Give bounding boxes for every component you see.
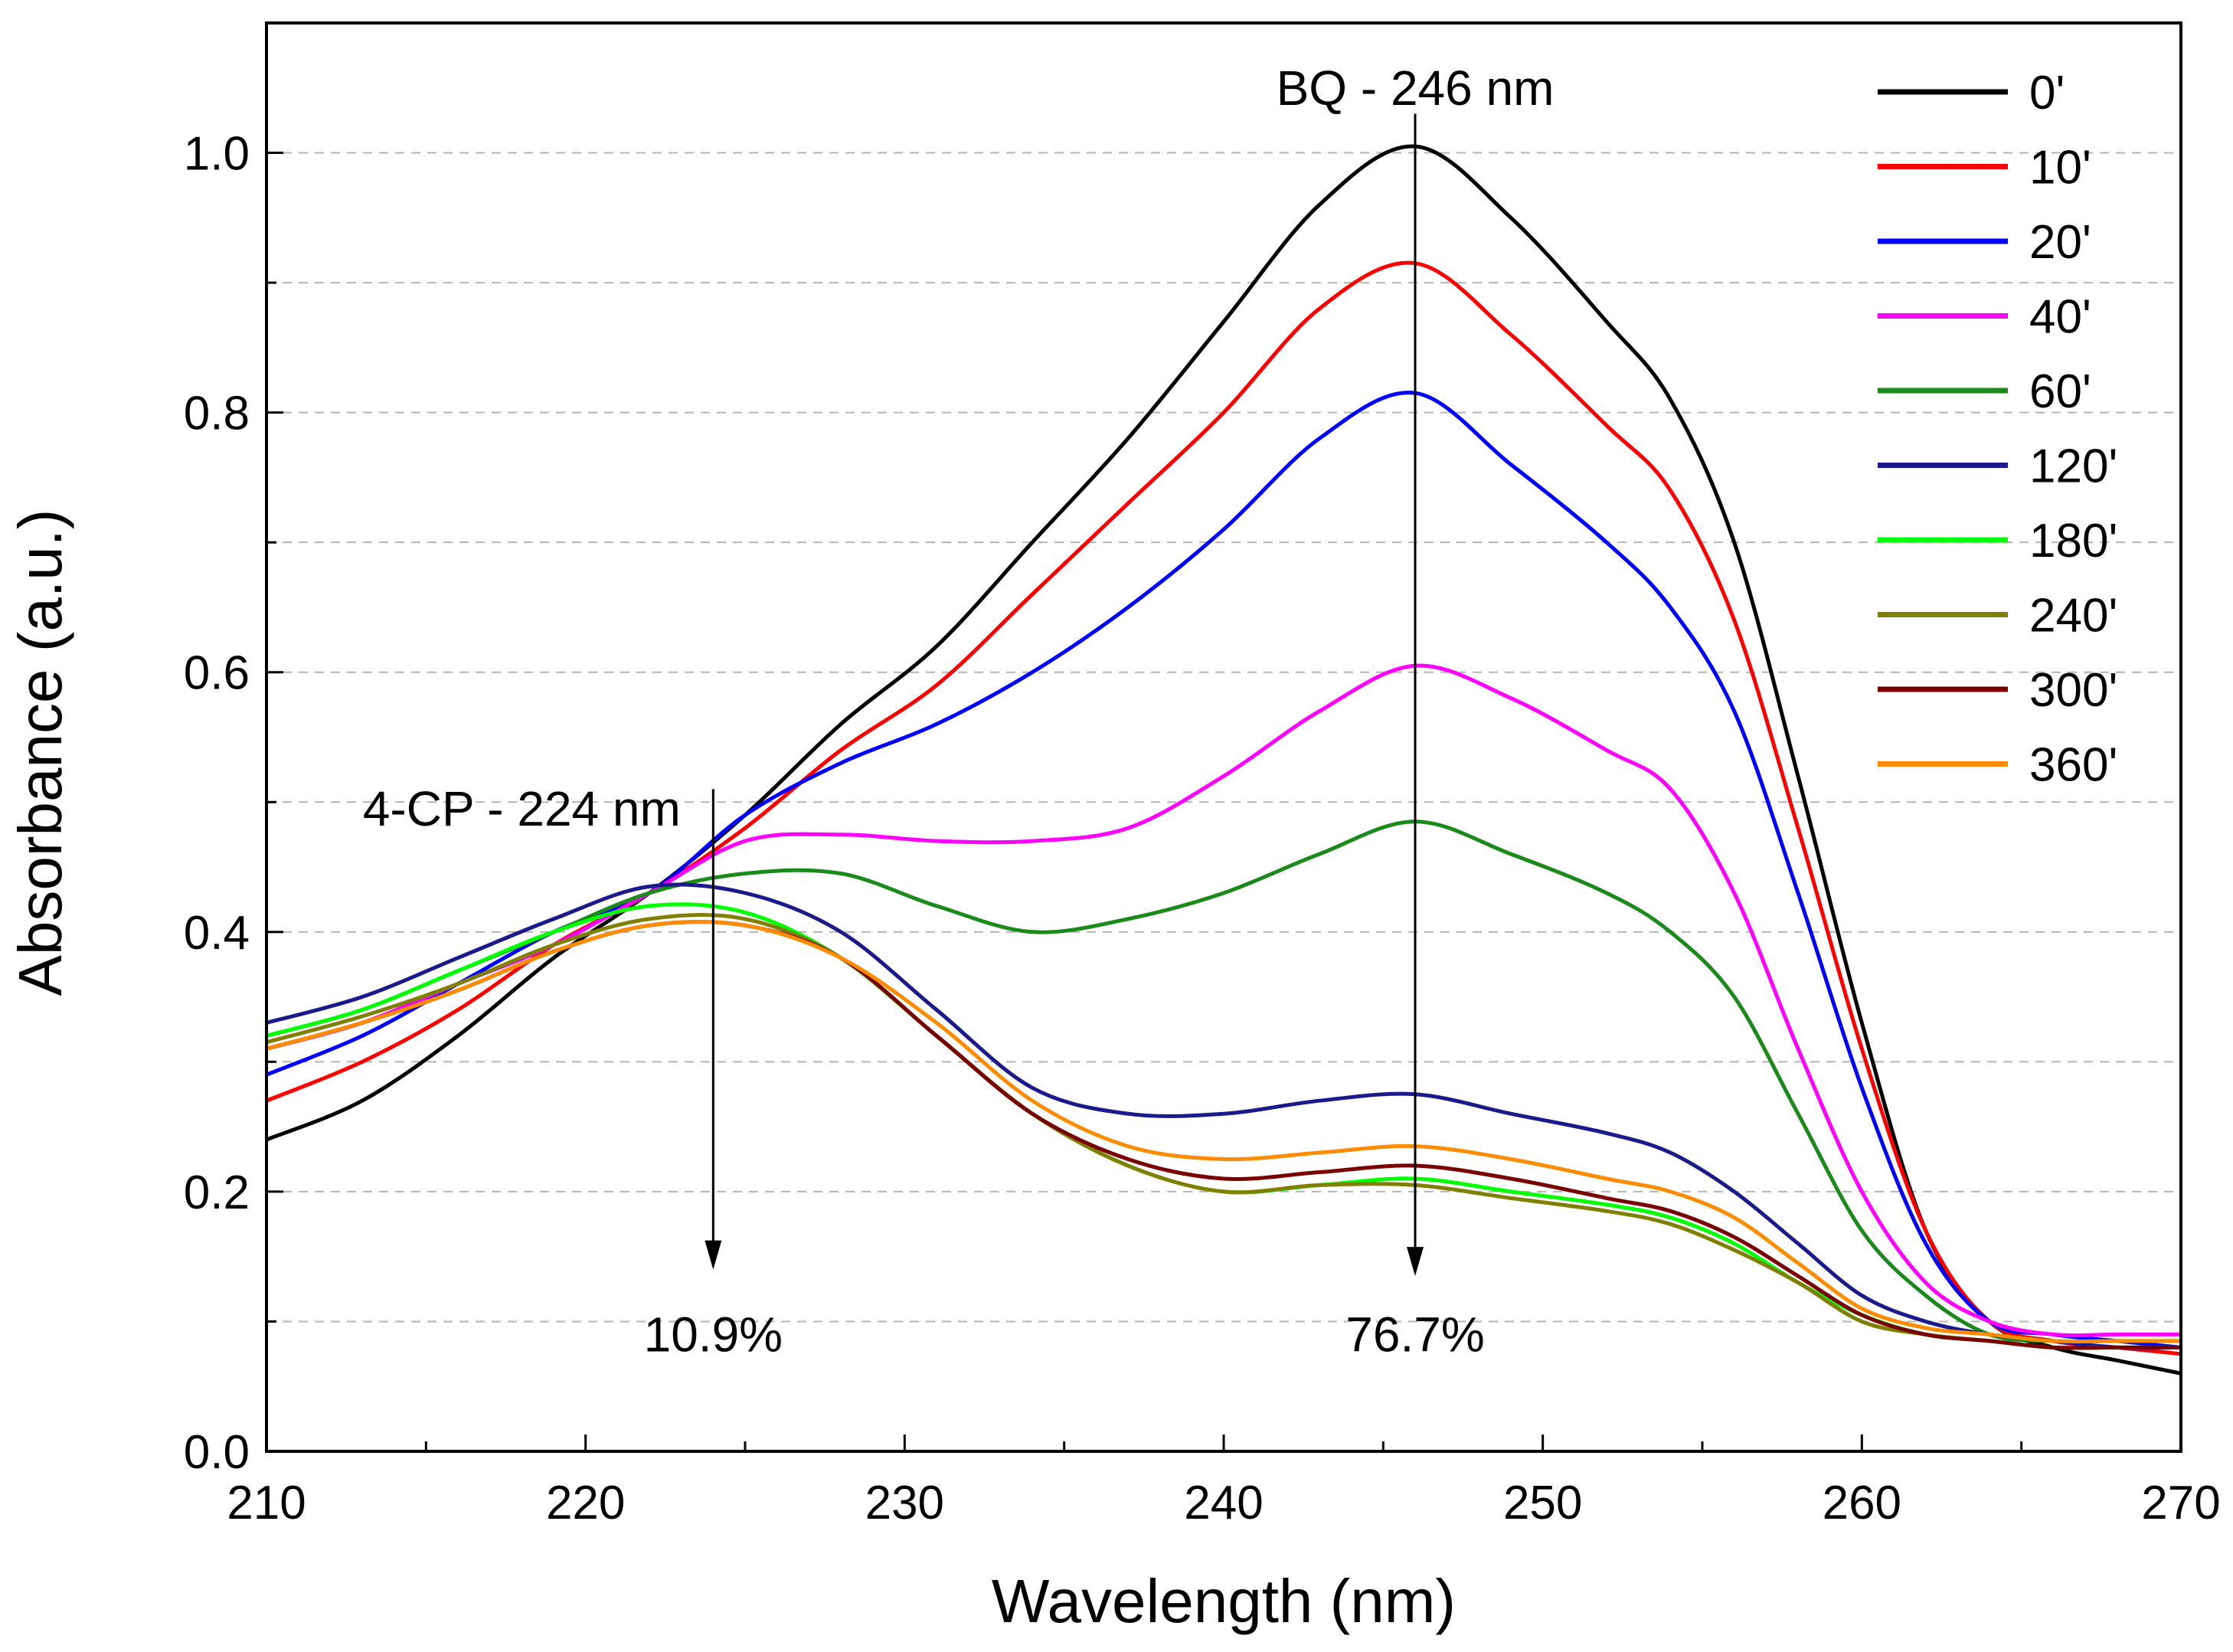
series-line-0 xyxy=(266,144,2182,1376)
legend-label-2: 20' xyxy=(2029,216,2091,269)
y-tick-label: 0.4 xyxy=(184,907,250,960)
legend-label-5: 120' xyxy=(2029,440,2117,493)
x-tick-label: 240 xyxy=(1184,1477,1263,1529)
x-tick-label: 210 xyxy=(227,1477,306,1529)
annotation-arrow-head xyxy=(705,1240,722,1270)
legend: 0' 10' 20' 40' 60' 120' 180' 240' 300' 360' xyxy=(1878,67,2117,792)
annotation-bq-peak: BQ - 246 nm xyxy=(1277,61,1555,116)
legend-label-6: 180' xyxy=(2029,515,2117,568)
series-line-4 xyxy=(266,819,2181,1344)
y-tick-label: 0.6 xyxy=(184,647,250,700)
annotation-4cp-peak: 4-CP - 224 nm xyxy=(363,781,681,836)
y-axis-ticks: 0.0 0.2 0.4 0.6 0.8 1.0 xyxy=(184,21,283,1479)
plot-frame xyxy=(265,21,2182,1453)
x-tick-label: 250 xyxy=(1503,1477,1582,1529)
x-axis-title: Wavelength (nm) xyxy=(992,1567,1456,1635)
x-tick-label: 220 xyxy=(546,1477,625,1529)
annotation-bq-removal: 76.7% xyxy=(1345,1307,1484,1362)
y-tick-label: 1.0 xyxy=(184,128,250,181)
legend-label-8: 300' xyxy=(2029,664,2117,717)
legend-label-7: 240' xyxy=(2029,590,2117,643)
y-tick-label: 0.0 xyxy=(184,1426,250,1479)
legend-label-3: 40' xyxy=(2029,291,2091,344)
series-line-2 xyxy=(266,391,2182,1349)
x-tick-label: 230 xyxy=(865,1477,944,1529)
series-line-9 xyxy=(266,920,2181,1344)
annotation-4cp-removal: 10.9% xyxy=(644,1307,783,1362)
legend-label-0: 0' xyxy=(2029,67,2065,119)
data-series xyxy=(266,144,2182,1376)
x-tick-label: 270 xyxy=(2141,1477,2220,1529)
x-axis-ticks: 210 220 230 240 250 260 270 xyxy=(227,1434,2221,1529)
x-tick-label: 260 xyxy=(1823,1477,1901,1529)
annotation-arrows xyxy=(705,113,1424,1277)
y-axis-title: Absorbance (a.u.) xyxy=(6,509,74,996)
annotation-arrow-head xyxy=(1407,1247,1424,1277)
legend-label-4: 60' xyxy=(2029,365,2091,418)
legend-label-9: 360' xyxy=(2029,739,2117,792)
series-line-6 xyxy=(266,902,2181,1350)
y-tick-label: 0.2 xyxy=(184,1166,250,1219)
series-line-3 xyxy=(266,663,2181,1338)
legend-label-1: 10' xyxy=(2029,142,2091,195)
y-tick-label: 0.8 xyxy=(184,388,250,440)
series-line-5 xyxy=(266,882,2182,1350)
